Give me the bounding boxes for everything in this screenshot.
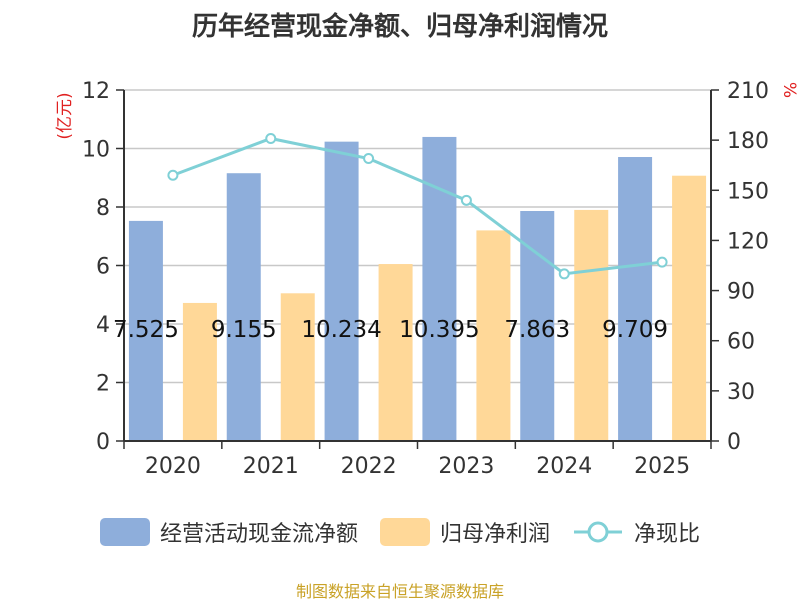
data-label-cashflow: 9.709 (602, 317, 668, 343)
data-label-cashflow: 10.234 (301, 317, 381, 343)
legend-label-netprofit: 归母净利润 (439, 522, 550, 547)
x-tick-label: 2024 (536, 454, 592, 479)
legend-line-marker-icon (574, 521, 622, 543)
data-label-cashflow: 10.395 (399, 317, 479, 343)
x-tick-label: 2022 (341, 454, 397, 479)
data-label-cashflow: 7.863 (504, 317, 570, 343)
left-tick-label: 2 (96, 372, 110, 397)
legend-swatch-netprofit (379, 518, 430, 546)
right-tick-label: 90 (727, 280, 755, 305)
left-tick-label: 10 (82, 138, 110, 163)
legend-label-cashflow: 经营活动现金流净额 (159, 522, 358, 547)
right-tick-label: 210 (727, 79, 769, 104)
bar-cashflow (618, 157, 653, 441)
x-tick-label: 2025 (634, 454, 690, 479)
bar-netprofit (280, 293, 315, 441)
x-tick-label: 2020 (145, 454, 201, 479)
left-tick-label: 0 (96, 430, 110, 455)
bar-netprofit (672, 175, 707, 441)
chart-title: 历年经营现金净额、归母净利润情况 (191, 12, 608, 42)
left-tick-label: 4 (96, 313, 110, 338)
left-tick-label: 8 (96, 196, 110, 221)
bar-cashflow (128, 220, 163, 441)
legend-item-ratio[interactable]: 净现比 (572, 516, 700, 548)
left-tick-label: 12 (82, 79, 110, 104)
x-tick-label: 2021 (243, 454, 299, 479)
right-tick-label: 150 (727, 179, 769, 204)
bar-netprofit (182, 302, 217, 441)
bar-cashflow (324, 141, 359, 441)
bar-cashflow (520, 211, 555, 441)
left-tick-label: 6 (96, 255, 110, 280)
ratio-point (265, 132, 277, 144)
bar-netprofit (574, 209, 609, 441)
legend-label-ratio: 净现比 (634, 522, 701, 547)
legend-item-netprofit[interactable]: 归母净利润 (379, 516, 550, 548)
bar-cashflow (226, 173, 261, 441)
right-tick-label: 60 (727, 330, 755, 355)
right-axis-title: % (779, 82, 799, 98)
ratio-line (172, 136, 663, 276)
data-source-note: 制图数据来自恒生聚源数据库 (295, 582, 504, 601)
right-tick-label: 180 (727, 129, 769, 154)
ratio-point (363, 153, 375, 165)
x-tick-label: 2023 (438, 454, 494, 479)
data-label-cashflow: 7.525 (113, 317, 179, 343)
legend-item-cashflow[interactable]: 经营活动现金流净额 (99, 516, 358, 548)
ratio-point (558, 268, 570, 280)
right-tick-label: 30 (727, 380, 755, 405)
bar-netprofit (476, 230, 511, 441)
left-axis-title: (亿元) (55, 92, 75, 139)
data-label-cashflow: 9.155 (211, 317, 277, 343)
ratio-point (656, 256, 668, 268)
legend: 经营活动现金流净额 归母净利润 净现比 (0, 516, 800, 548)
ratio-point (460, 194, 472, 206)
bar-netprofit (378, 264, 413, 441)
legend-swatch-cashflow (99, 518, 150, 546)
right-tick-label: 120 (727, 229, 769, 254)
right-tick-label: 0 (727, 430, 741, 455)
ratio-point (167, 169, 179, 181)
